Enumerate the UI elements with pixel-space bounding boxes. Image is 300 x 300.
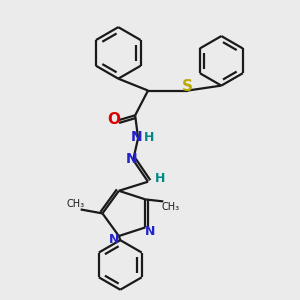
Text: N: N [125,152,137,166]
Text: CH₃: CH₃ [67,200,85,209]
Text: H: H [155,172,165,185]
Text: N: N [130,130,142,144]
Text: O: O [107,112,120,127]
Text: CH₃: CH₃ [161,202,179,212]
Text: N: N [109,233,119,247]
Text: N: N [145,225,156,238]
Text: H: H [144,130,154,144]
Text: S: S [182,79,193,94]
